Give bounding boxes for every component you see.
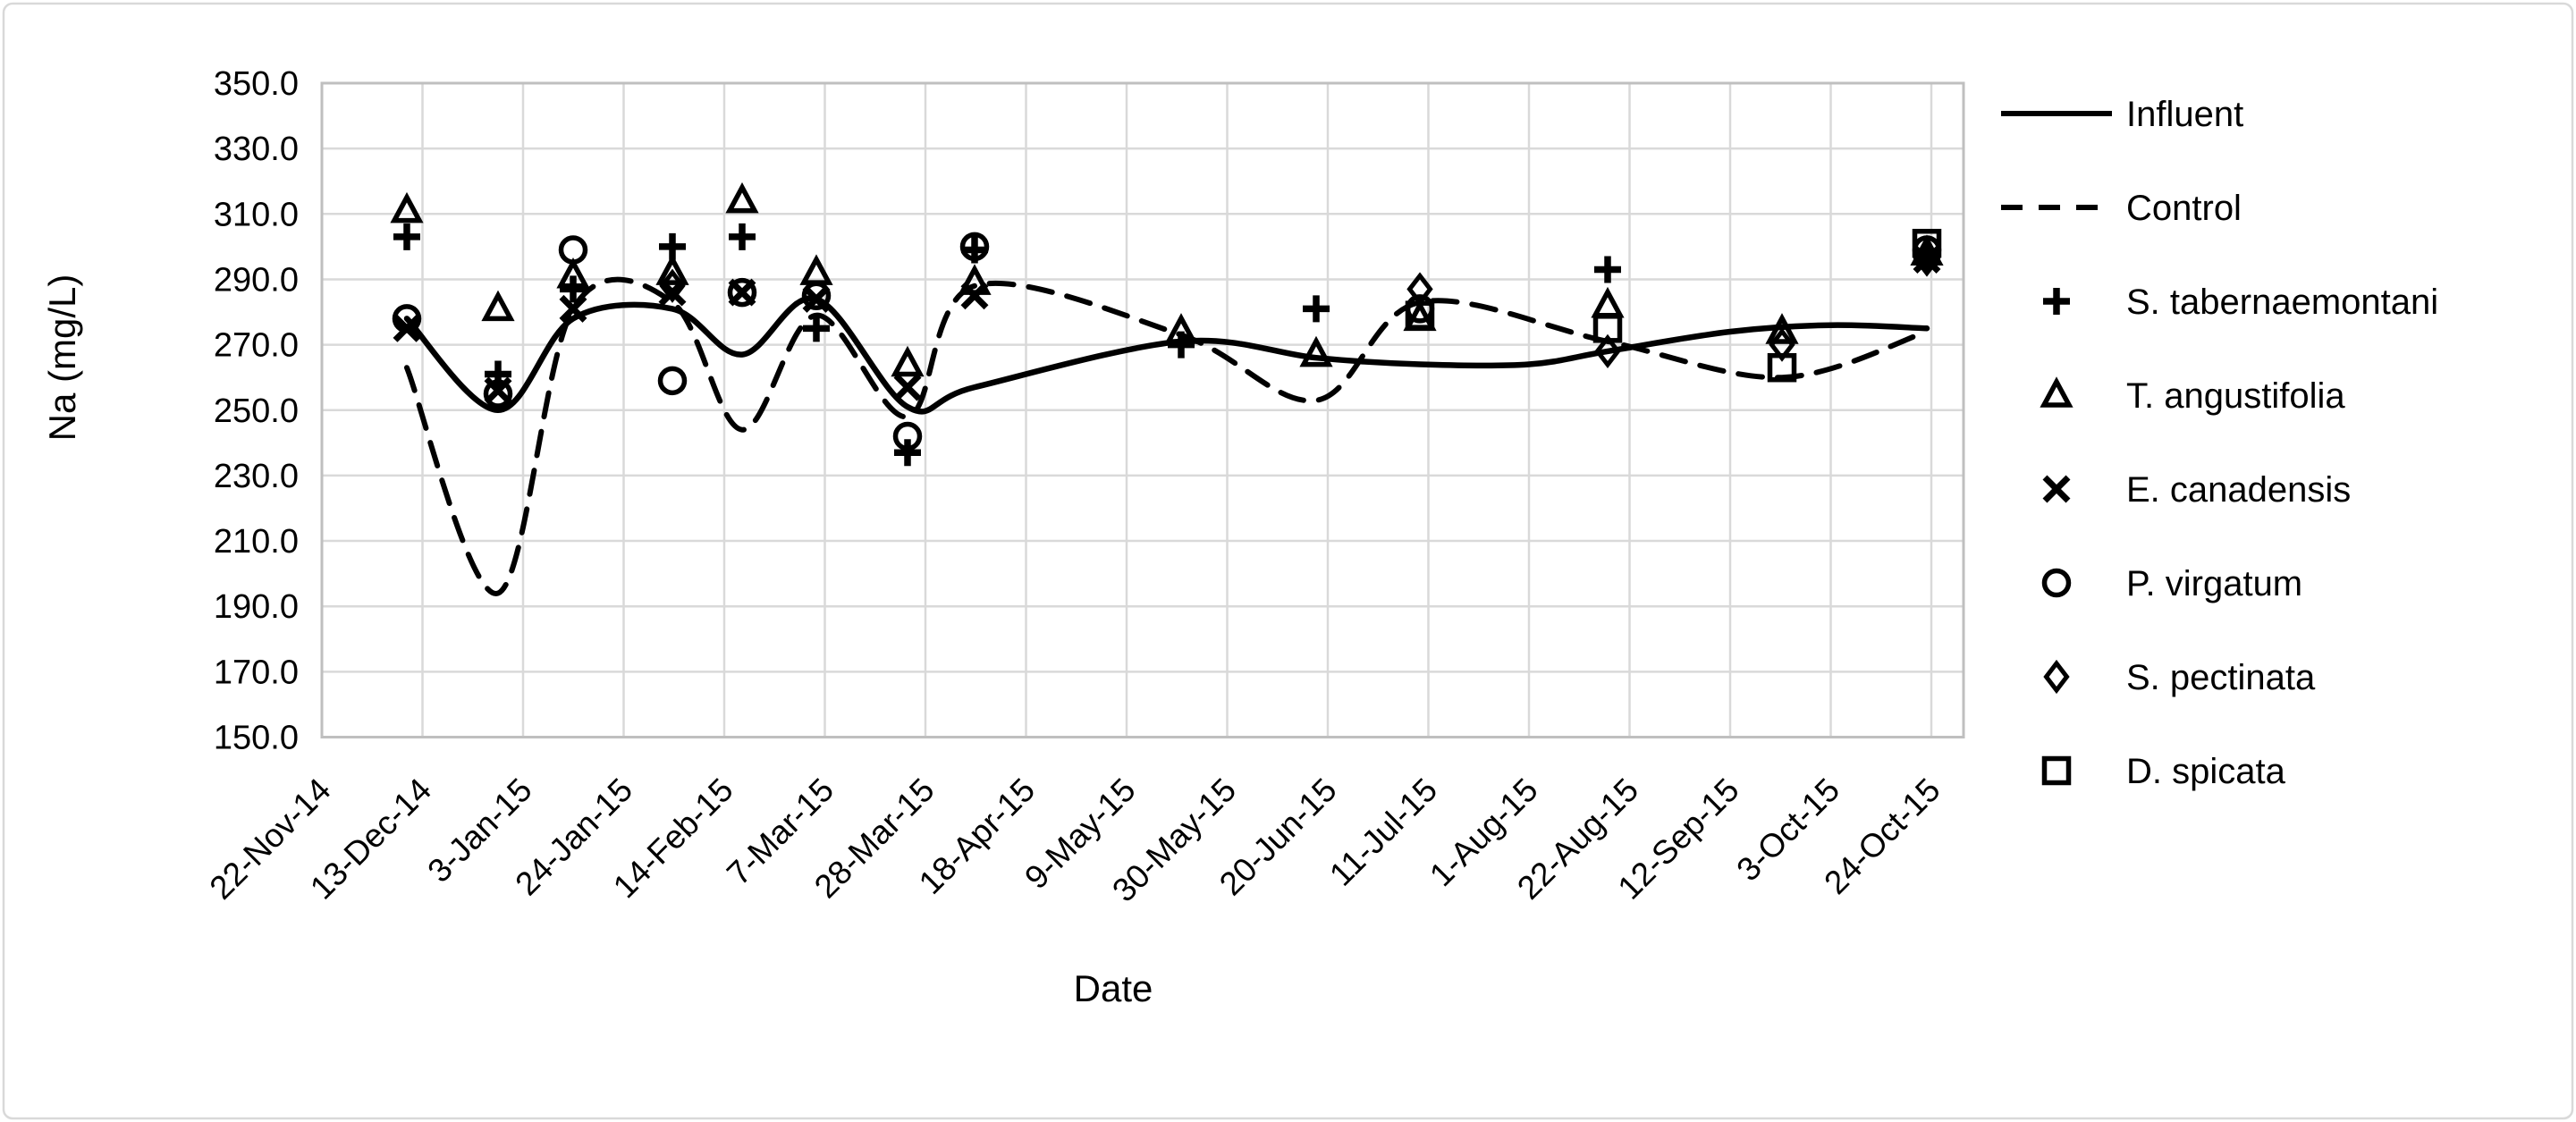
plus-marker <box>1303 295 1330 323</box>
legend-item-d-spicata: D. spicata <box>2041 752 2286 791</box>
diamond-marker <box>1594 333 1621 369</box>
plus-marker <box>560 275 587 303</box>
circle-marker <box>892 421 923 451</box>
x-marker <box>559 294 587 323</box>
y-tick-label: 250.0 <box>214 392 299 430</box>
x-marker <box>2042 475 2071 503</box>
y-tick-label: 190.0 <box>214 588 299 626</box>
legend-label: E. canadensis <box>2126 470 2351 510</box>
triangle-marker <box>1299 335 1333 367</box>
triangle-marker <box>891 345 925 377</box>
plus-marker <box>1168 331 1195 359</box>
square-marker <box>2041 755 2072 786</box>
triangle-marker <box>2040 376 2073 408</box>
plot-border <box>320 81 1965 738</box>
square-marker <box>1767 352 1797 383</box>
diamond-marker <box>1769 327 1795 362</box>
circle-marker <box>657 366 688 396</box>
plus-marker <box>1594 256 1621 283</box>
legend: Influent Control S. tabernaemontani T. angu… <box>2001 95 2438 791</box>
diamond-marker <box>659 268 686 303</box>
y-tick-label: 210.0 <box>214 523 299 561</box>
y-tick-label: 290.0 <box>214 261 299 299</box>
y-tick-label: 350.0 <box>214 65 299 103</box>
line-series <box>403 276 1930 596</box>
control-line <box>404 276 1930 596</box>
square-marker <box>1405 300 1435 330</box>
circle-marker <box>2041 568 2072 598</box>
plus-marker <box>803 315 830 342</box>
legend-label: T. angustifolia <box>2126 376 2345 416</box>
triangle-marker <box>481 290 515 322</box>
legend-label: P. virgatum <box>2126 564 2302 603</box>
plus-marker <box>393 223 420 250</box>
plus-marker <box>894 439 921 467</box>
triangle-marker <box>725 181 759 214</box>
y-tick-label: 230.0 <box>214 458 299 495</box>
legend-label: D. spicata <box>2126 752 2286 791</box>
plus-marker <box>729 223 756 250</box>
y-tick-label: 170.0 <box>214 654 299 691</box>
legend-label: S. tabernaemontani <box>2126 283 2438 322</box>
plus-marker <box>2043 288 2070 315</box>
legend-label: S. pectinata <box>2126 658 2316 697</box>
legend-item-e-canadensis: E. canadensis <box>2042 470 2351 510</box>
x-axis-title: Date <box>1074 967 1153 1009</box>
y-axis-title: Na (mg/L) <box>41 274 83 442</box>
circle-marker <box>959 232 990 262</box>
legend-item-influent: Influent <box>2001 95 2243 134</box>
legend-item-s-tabernaemontani: S. tabernaemontani <box>2043 283 2438 322</box>
legend-item-control: Control <box>2001 189 2242 228</box>
x-marker <box>960 282 989 310</box>
square-marker <box>1912 228 1942 258</box>
circle-marker <box>483 379 513 409</box>
y-tick-label: 150.0 <box>214 720 299 757</box>
circle-marker <box>801 281 832 310</box>
legend-item-s-pectinata: S. pectinata <box>2043 658 2316 697</box>
circle-marker <box>727 277 757 308</box>
legend-label: Control <box>2126 189 2242 228</box>
triangle-marker <box>1164 313 1198 344</box>
circle-marker <box>558 235 588 265</box>
y-tick-label: 330.0 <box>214 131 299 168</box>
circle-marker <box>392 304 422 333</box>
x-marker <box>893 373 922 401</box>
triangle-marker <box>556 257 590 289</box>
y-tick-label: 310.0 <box>214 196 299 233</box>
triangle-marker <box>390 191 424 224</box>
square-marker <box>1592 314 1623 343</box>
diamond-marker <box>2043 659 2070 695</box>
legend-item-p-virgatum: P. virgatum <box>2041 564 2302 603</box>
triangle-marker <box>655 254 689 285</box>
triangle-marker <box>1765 313 1799 344</box>
legend-item-t-angustifolia: T. angustifolia <box>2040 376 2345 416</box>
series-d-spicata <box>1405 228 1942 383</box>
influent-line <box>403 295 1930 415</box>
legend-label: Influent <box>2126 95 2243 134</box>
y-tick-label: 270.0 <box>214 327 299 365</box>
